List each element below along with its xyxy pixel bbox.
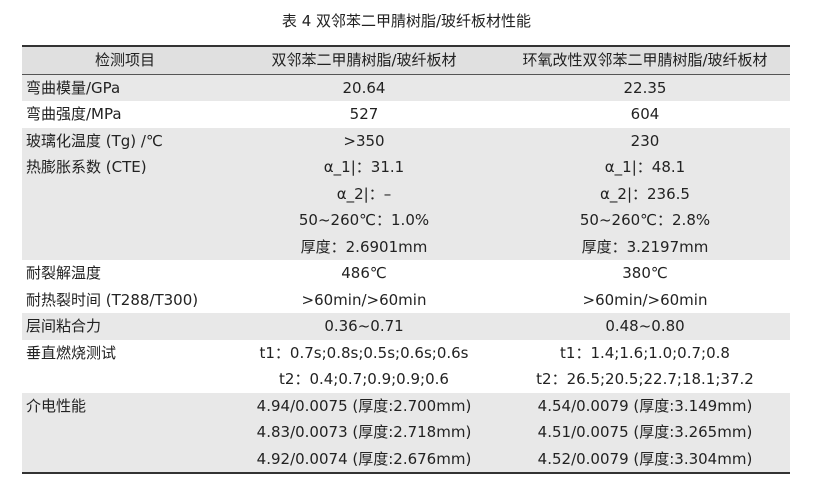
value-text: t2：26.5;20.5;22.7;18.1;37.2 bbox=[536, 370, 754, 388]
value-cell: 0.36~0.71 bbox=[228, 313, 500, 340]
value-text: >350 bbox=[343, 131, 385, 150]
value-text: 4.54/0.0079 (厚度:3.149mm) bbox=[537, 396, 753, 415]
value-text: >60min/>60min bbox=[582, 290, 708, 309]
table-title: 表 4 双邻苯二甲腈树脂/玻纤板材性能 bbox=[281, 12, 532, 30]
value-cell: 4.94/0.0075 (厚度:2.700mm) 4.83/0.0073 (厚度:… bbox=[228, 393, 500, 473]
value-text: α_1|：48.1 bbox=[604, 158, 686, 176]
value-cell: 527 bbox=[228, 101, 500, 128]
label-text: 介电性能 bbox=[26, 396, 87, 415]
table-row: 耐热裂时间 (T288/T300) >60min/>60min >60min/>60… bbox=[22, 287, 790, 314]
value-text: 0.36~0.71 bbox=[324, 317, 404, 335]
value-text: 4.83/0.0073 (厚度:2.718mm) bbox=[256, 423, 472, 441]
table-row: 介电性能 4.94/0.0075 (厚度:2.700mm) 4.83/0.0073 … bbox=[22, 392, 790, 473]
value-text: α_2|：236.5 bbox=[600, 184, 690, 203]
label-text: 垂直燃烧测试 bbox=[26, 343, 117, 362]
value-cell: 4.54/0.0079 (厚度:3.149mm) 4.51/0.0075 (厚度:… bbox=[500, 393, 790, 473]
value-text: 4.94/0.0075 (厚度:2.700mm) bbox=[256, 396, 472, 415]
value-cell: t1：0.7s;0.8s;0.5s;0.6s;0.6s t2：0.4;0.7;0.… bbox=[228, 340, 500, 393]
value-cell: α_1|：31.1 α_2|：– 50~260℃：1.0% 厚度：2.6901mm bbox=[228, 154, 500, 260]
value-text: α_1|：31.1 bbox=[323, 158, 405, 176]
value-text: 380℃ bbox=[622, 264, 668, 282]
header-text: 环氧改性双邻苯二甲腈树脂/玻纤板材 bbox=[522, 51, 768, 69]
header-cell: 双邻苯二甲腈树脂/玻纤板材 bbox=[228, 47, 500, 74]
label-text: 耐裂解温度 bbox=[26, 264, 102, 282]
value-cell: α_1|：48.1 α_2|：236.5 50~260℃：2.8% 厚度：3.2197… bbox=[500, 154, 790, 260]
table: 检测项目 双邻苯二甲腈树脂/玻纤板材 环氧改性双邻苯二甲腈树脂/玻纤板材弯曲模量/G… bbox=[22, 45, 790, 474]
value-cell: 20.64 bbox=[228, 75, 500, 102]
value-cell: 22.35 bbox=[500, 75, 790, 102]
row-label: 层间粘合力 bbox=[26, 313, 228, 340]
value-text: t1：1.4;1.6;1.0;0.7;0.8 bbox=[560, 343, 730, 362]
value-text: 527 bbox=[349, 105, 379, 123]
row-label: 玻璃化温度 (Tg) /℃ bbox=[26, 128, 228, 155]
value-text: 0.48~0.80 bbox=[605, 317, 685, 335]
label-text: 层间粘合力 bbox=[26, 317, 102, 335]
value-text: 230 bbox=[630, 131, 660, 150]
row-label: 耐裂解温度 bbox=[26, 260, 228, 287]
value-text: 4.51/0.0075 (厚度:3.265mm) bbox=[537, 423, 753, 441]
header-cell: 环氧改性双邻苯二甲腈树脂/玻纤板材 bbox=[500, 47, 790, 74]
table-row: 弯曲强度/MPa 527 604 bbox=[22, 101, 790, 128]
value-cell: >350 bbox=[228, 128, 500, 155]
label-text: 弯曲模量/GPa bbox=[26, 78, 121, 97]
row-label: 介电性能 bbox=[26, 393, 228, 420]
value-text: α_2|：– bbox=[336, 184, 392, 203]
table-row: 弯曲模量/GPa 20.64 22.35 bbox=[22, 74, 790, 102]
value-text: 604 bbox=[630, 105, 660, 123]
value-cell: 486℃ bbox=[228, 260, 500, 287]
header-cell: 检测项目 bbox=[22, 47, 228, 74]
value-cell: t1：1.4;1.6;1.0;0.7;0.8 t2：26.5;20.5;22.7;… bbox=[500, 340, 790, 393]
value-cell: >60min/>60min bbox=[228, 287, 500, 314]
value-cell: 380℃ bbox=[500, 260, 790, 287]
header-text: 双邻苯二甲腈树脂/玻纤板材 bbox=[271, 51, 457, 69]
value-text: t1：0.7s;0.8s;0.5s;0.6s;0.6s bbox=[259, 343, 469, 362]
value-text: 50~260℃：1.0% bbox=[298, 211, 430, 229]
label-text: 玻璃化温度 (Tg) /℃ bbox=[26, 131, 163, 150]
value-text: 486℃ bbox=[341, 264, 387, 282]
value-text: 20.64 bbox=[342, 78, 386, 97]
value-cell: >60min/>60min bbox=[500, 287, 790, 314]
row-label: 弯曲模量/GPa bbox=[26, 75, 228, 102]
value-text: 50~260℃：2.8% bbox=[579, 211, 711, 229]
value-text: 厚度：3.2197mm bbox=[581, 237, 709, 256]
value-cell: 0.48~0.80 bbox=[500, 313, 790, 340]
label-text: 弯曲强度/MPa bbox=[26, 105, 122, 123]
label-text: 热膨胀系数 (CTE) bbox=[26, 158, 147, 176]
value-text: 4.92/0.0074 (厚度:2.676mm) bbox=[256, 449, 472, 468]
label-text: 耐热裂时间 (T288/T300) bbox=[26, 290, 199, 309]
value-cell: 230 bbox=[500, 128, 790, 155]
table-row: 层间粘合力 0.36~0.71 0.48~0.80 bbox=[22, 313, 790, 340]
row-label: 耐热裂时间 (T288/T300) bbox=[26, 287, 228, 314]
value-text: 4.52/0.0079 (厚度:3.304mm) bbox=[537, 449, 753, 468]
table-row: 玻璃化温度 (Tg) /℃ >350 230 bbox=[22, 127, 790, 155]
row-label: 热膨胀系数 (CTE) bbox=[26, 154, 228, 181]
value-text: >60min/>60min bbox=[301, 290, 427, 309]
header-text: 检测项目 bbox=[94, 51, 155, 69]
row-label: 垂直燃烧测试 bbox=[26, 340, 228, 367]
table-row: 垂直燃烧测试 t1：0.7s;0.8s;0.5s;0.6s;0.6s t2：0.4;… bbox=[22, 340, 790, 393]
table-row: 热膨胀系数 (CTE) α_1|：31.1 α_2|：– 50~260℃：1.0% 厚度… bbox=[22, 154, 790, 260]
value-text: t2：0.4;0.7;0.9;0.9;0.6 bbox=[279, 370, 449, 388]
table-row: 耐裂解温度 486℃ 380℃ bbox=[22, 260, 790, 287]
value-text: 厚度：2.6901mm bbox=[300, 237, 428, 256]
header-row: 检测项目 双邻苯二甲腈树脂/玻纤板材 环氧改性双邻苯二甲腈树脂/玻纤板材 bbox=[22, 47, 790, 75]
value-cell: 604 bbox=[500, 101, 790, 128]
value-text: 22.35 bbox=[623, 78, 667, 97]
row-label: 弯曲强度/MPa bbox=[26, 101, 228, 128]
